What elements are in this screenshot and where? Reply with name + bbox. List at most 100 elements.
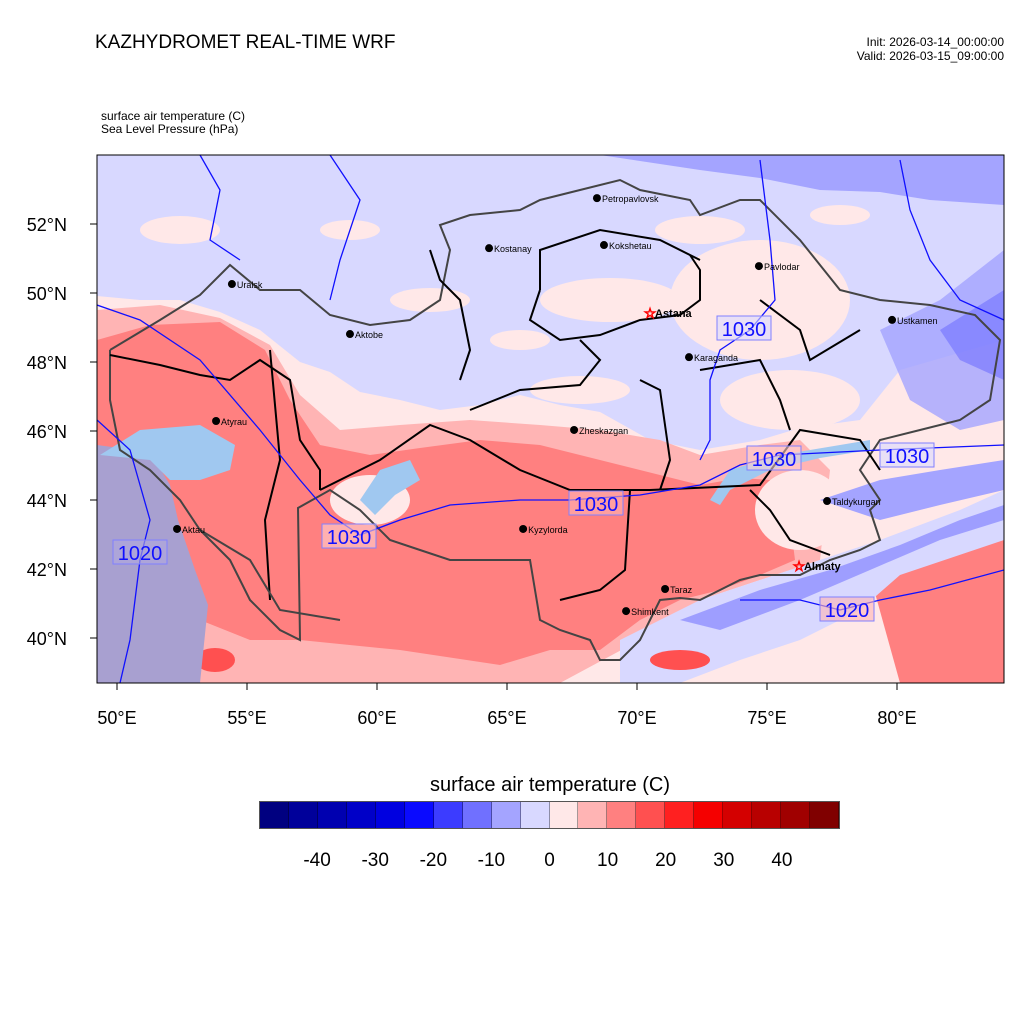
city-astana: ☆Astana	[643, 305, 692, 322]
city-kokshetau: Kokshetau	[599, 241, 652, 251]
star-icon: ☆	[644, 305, 657, 321]
pressure-labels: 1030 1020 1030 1030 1030 1030 1020	[112, 315, 935, 622]
colorbar-swatch	[723, 802, 753, 828]
city-label: Taldykurgan	[832, 497, 881, 507]
city-dot-icon	[212, 416, 221, 425]
pressure-label: 1020	[819, 596, 875, 622]
pressure-label: 1030	[879, 442, 935, 468]
city-dot-icon	[345, 330, 354, 339]
lat-tick-label: 50°N	[27, 284, 67, 304]
city-dot-icon	[227, 280, 236, 289]
city-dot-icon	[519, 524, 528, 533]
pressure-label: 1030	[746, 445, 802, 471]
pressure-label-text: 1030	[752, 449, 797, 471]
lon-tick-label: 50°E	[97, 708, 136, 728]
colorbar-swatch	[288, 802, 318, 828]
city-dot-icon	[754, 262, 763, 271]
lon-tick-label: 70°E	[617, 708, 656, 728]
city-taldykurgan: Taldykurgan	[823, 497, 881, 507]
colorbar-label: -30	[361, 850, 389, 871]
city-pavlodar: Pavlodar	[754, 262, 799, 272]
city-label: Kokshetau	[609, 241, 652, 251]
city-dot-icon	[661, 585, 670, 594]
city-dot-icon	[685, 353, 693, 362]
temperature-field	[97, 155, 1004, 683]
colorbar-label: 20	[655, 850, 677, 871]
lat-tick-label: 42°N	[27, 560, 67, 580]
colorbar	[259, 801, 840, 829]
city-aktobe: Aktobe	[345, 330, 383, 340]
colorbar-swatch	[665, 802, 695, 828]
lat-tick-label: 44°N	[27, 491, 67, 511]
colorbar-title: surface air temperature (C)	[429, 774, 671, 796]
lon-tick-label: 75°E	[747, 708, 786, 728]
colorbar-swatch	[520, 802, 550, 828]
pressure-label: 1030	[568, 490, 624, 516]
colorbar-swatch	[578, 802, 608, 828]
pressure-label-text: 1030	[327, 527, 372, 549]
city-dot-icon	[485, 244, 494, 253]
lon-tick-label: 80°E	[877, 708, 916, 728]
colorbar-swatch	[636, 802, 666, 828]
colorbar-label: -10	[477, 850, 506, 871]
colorbar-swatch	[607, 802, 637, 828]
colorbar-swatch	[375, 802, 405, 828]
field-pressure: Sea Level Pressure (hPa)	[101, 122, 239, 136]
city-dot-icon	[570, 425, 579, 434]
lat-tick-label: 52°N	[27, 215, 67, 235]
city-label: Atyrau	[221, 417, 247, 427]
city-uralsk: Uralsk	[227, 280, 263, 290]
colorbar-swatch	[346, 802, 376, 828]
pressure-label-text: 1030	[574, 494, 619, 516]
borders	[109, 178, 1002, 661]
pressure-label: 1030	[716, 315, 772, 341]
city-label: Almaty	[804, 561, 842, 573]
colorbar-swatch	[317, 802, 347, 828]
pressure-label: 1030	[321, 523, 377, 549]
field-temperature: surface air temperature (C)	[101, 109, 246, 123]
pressure-label: 1020	[112, 539, 168, 565]
city-dot-icon	[599, 241, 608, 250]
colorbar-label: 10	[597, 850, 619, 871]
pressure-label-text: 1030	[722, 319, 767, 341]
city-dot-icon	[173, 524, 182, 533]
city-label: Aktobe	[355, 330, 383, 340]
colorbar-label: 0	[544, 850, 555, 871]
colorbar-label: -20	[419, 850, 448, 871]
colorbar-swatch	[491, 802, 521, 828]
city-karaganda: Karaganda	[685, 353, 738, 363]
axis-ticks: 50°E 55°E 60°E 65°E 70°E 75°E 80°E 52°N 50°N 48°N…	[27, 215, 917, 728]
city-label: Karaganda	[694, 353, 738, 363]
colorbar-swatch	[433, 802, 463, 828]
city-dot-icon	[888, 315, 897, 324]
colorbar-swatch	[781, 802, 811, 828]
lon-tick-label: 60°E	[357, 708, 396, 728]
city-kyzylorda: Kyzylorda	[519, 524, 568, 535]
cities: Uralsk Aktobe Atyrau Aktau Kostanay Petropavl…	[173, 194, 938, 617]
pressure-label-text: 1020	[118, 543, 163, 565]
city-kostanay: Kostanay	[485, 244, 532, 254]
city-label: Petropavlovsk	[602, 194, 659, 204]
pressure-label-text: 1030	[885, 446, 930, 468]
lat-tick-label: 40°N	[27, 629, 67, 649]
city-aktau: Aktau	[173, 524, 205, 535]
city-petropavlovsk: Petropavlovsk	[592, 194, 659, 204]
colorbar-swatch	[752, 802, 782, 828]
city-label: Aktau	[182, 525, 205, 535]
pressure-label-text: 1020	[825, 600, 870, 622]
lat-tick-label: 46°N	[27, 422, 67, 442]
colorbar-label: 30	[713, 850, 735, 871]
city-dot-icon	[622, 607, 631, 616]
chart-title: KAZHYDROMET REAL-TIME WRF	[95, 32, 396, 53]
city-label: Zheskazgan	[579, 426, 628, 436]
init-time: Init: 2026-03-14_00:00:00	[866, 35, 1004, 49]
lon-tick-label: 65°E	[487, 708, 526, 728]
colorbar-swatch	[462, 802, 492, 828]
city-zheskazgan: Zheskazgan	[570, 425, 628, 436]
city-label: Taraz	[670, 585, 693, 595]
field-legend: surface air temperature (C) Sea Level Pr…	[101, 110, 245, 136]
city-almaty: ☆Almaty	[792, 557, 842, 574]
colorbar-label: 40	[771, 850, 793, 871]
city-ustkamen: Ustkamen	[888, 315, 938, 326]
